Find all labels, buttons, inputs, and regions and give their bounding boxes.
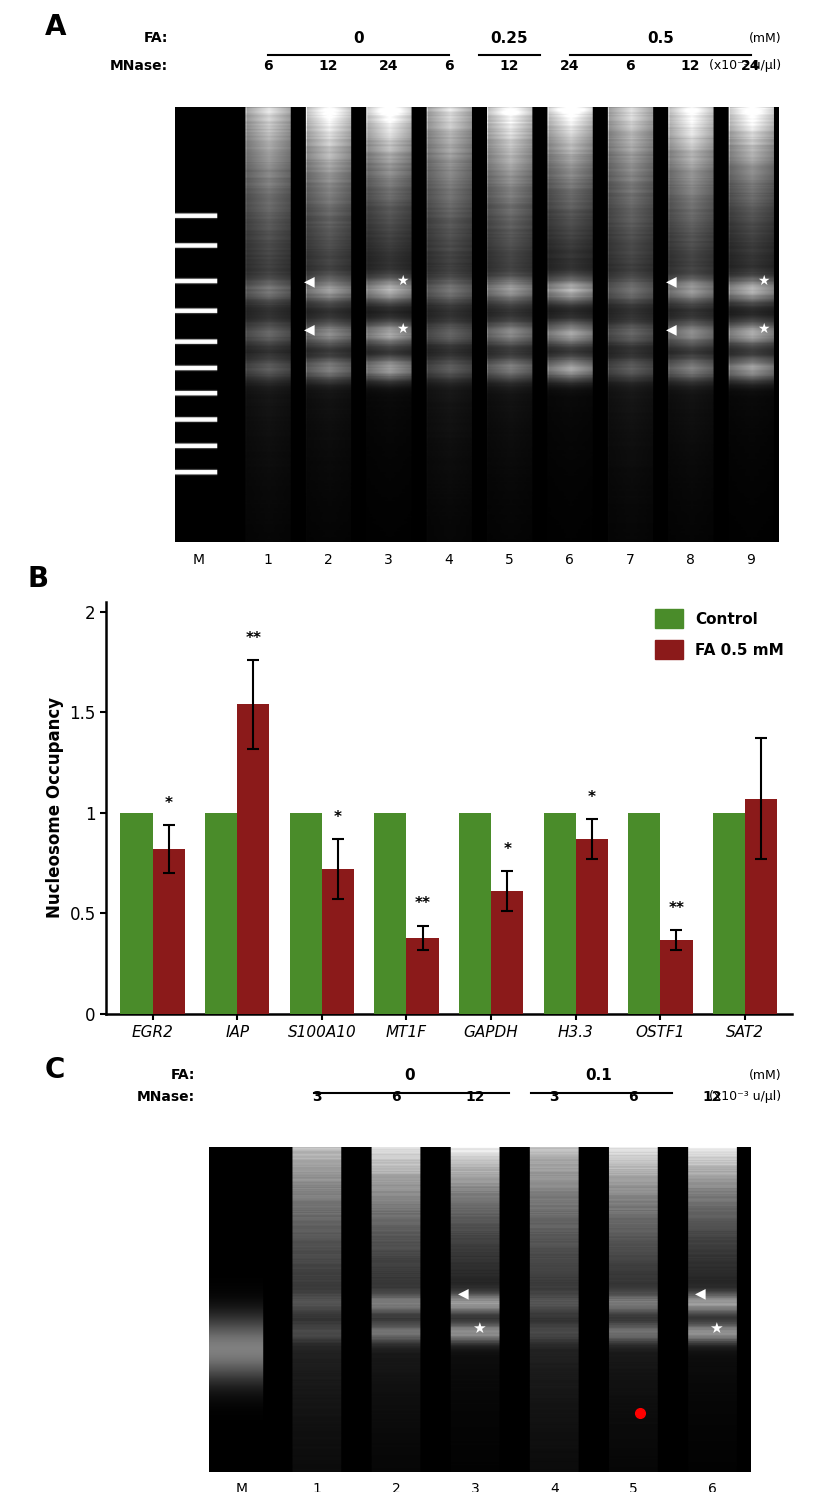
Text: 12: 12 (681, 58, 700, 73)
Bar (322, 870, 354, 1015)
Text: 6: 6 (628, 1091, 638, 1104)
Bar (660, 940, 693, 1015)
Text: 4: 4 (445, 554, 454, 567)
Text: ◀: ◀ (458, 1286, 468, 1300)
Bar (205, 813, 237, 1015)
Text: ◀: ◀ (304, 322, 315, 336)
Text: 9: 9 (746, 554, 755, 567)
Text: 12: 12 (319, 58, 338, 73)
Bar (175, 107, 778, 542)
Text: 6: 6 (444, 58, 454, 73)
Text: (x10⁻³ u/μl): (x10⁻³ u/μl) (709, 1091, 781, 1104)
Text: (mM): (mM) (748, 1068, 781, 1082)
Text: 6: 6 (565, 554, 574, 567)
Bar (237, 704, 269, 1015)
Text: 24: 24 (560, 58, 579, 73)
Text: FA:: FA: (144, 31, 168, 45)
Text: *: * (588, 789, 596, 804)
Text: ◀: ◀ (666, 275, 676, 288)
Text: ★: ★ (396, 322, 408, 336)
Text: 5: 5 (629, 1483, 638, 1492)
Bar (121, 813, 153, 1015)
Text: MNase:: MNase: (137, 1091, 195, 1104)
Text: ◀: ◀ (695, 1286, 706, 1300)
Text: 3: 3 (313, 1091, 322, 1104)
Text: 2: 2 (392, 1483, 401, 1492)
Bar (491, 891, 523, 1015)
Text: 0.5: 0.5 (647, 30, 674, 46)
Text: *: * (165, 795, 173, 810)
Text: 6: 6 (392, 1091, 401, 1104)
Text: B: B (27, 565, 48, 594)
Text: 5: 5 (505, 554, 514, 567)
Text: ★: ★ (757, 275, 770, 288)
Text: ◀: ◀ (666, 322, 676, 336)
Text: **: ** (415, 897, 431, 912)
Text: FA:: FA: (171, 1068, 195, 1082)
Text: 0: 0 (353, 30, 364, 46)
Bar (375, 813, 406, 1015)
Text: (x10⁻³ u/μl): (x10⁻³ u/μl) (709, 60, 781, 73)
Text: 4: 4 (550, 1483, 559, 1492)
Text: M: M (193, 554, 205, 567)
Text: ★: ★ (709, 1320, 723, 1337)
Bar (209, 1147, 751, 1471)
Text: 1: 1 (313, 1483, 322, 1492)
Text: C: C (44, 1056, 64, 1083)
Text: *: * (334, 810, 342, 825)
Text: 6: 6 (264, 58, 273, 73)
Text: 0.25: 0.25 (490, 30, 528, 46)
Text: MNase:: MNase: (109, 58, 168, 73)
Bar (406, 937, 439, 1015)
Bar (153, 849, 184, 1015)
Text: 6: 6 (625, 58, 635, 73)
Text: 1: 1 (264, 554, 273, 567)
Text: *: * (503, 841, 511, 858)
Text: 0: 0 (404, 1068, 415, 1083)
Text: 2: 2 (324, 554, 333, 567)
Text: ★: ★ (757, 322, 770, 336)
Text: 12: 12 (466, 1091, 485, 1104)
Text: 3: 3 (549, 1091, 559, 1104)
Text: 12: 12 (703, 1091, 722, 1104)
Bar (628, 813, 660, 1015)
Text: **: ** (246, 631, 261, 646)
Text: M: M (235, 1483, 247, 1492)
Y-axis label: Nucleosome Occupancy: Nucleosome Occupancy (46, 697, 64, 919)
Text: **: ** (668, 901, 685, 916)
Bar (576, 839, 608, 1015)
Text: A: A (44, 13, 66, 40)
Text: 0.1: 0.1 (585, 1068, 612, 1083)
Text: 24: 24 (379, 58, 398, 73)
Text: 8: 8 (686, 554, 694, 567)
Text: ★: ★ (472, 1320, 486, 1337)
Text: 24: 24 (741, 58, 761, 73)
Bar (459, 813, 491, 1015)
Text: 12: 12 (499, 58, 519, 73)
Bar (290, 813, 322, 1015)
Text: 3: 3 (384, 554, 393, 567)
Text: 6: 6 (708, 1483, 717, 1492)
Legend: Control, FA 0.5 mM: Control, FA 0.5 mM (655, 609, 784, 659)
Text: ◀: ◀ (304, 275, 315, 288)
Text: (mM): (mM) (748, 31, 781, 45)
Text: 7: 7 (626, 554, 634, 567)
Bar (713, 813, 745, 1015)
Bar (745, 798, 777, 1015)
Text: ★: ★ (396, 275, 408, 288)
Bar (543, 813, 576, 1015)
Text: 3: 3 (471, 1483, 480, 1492)
